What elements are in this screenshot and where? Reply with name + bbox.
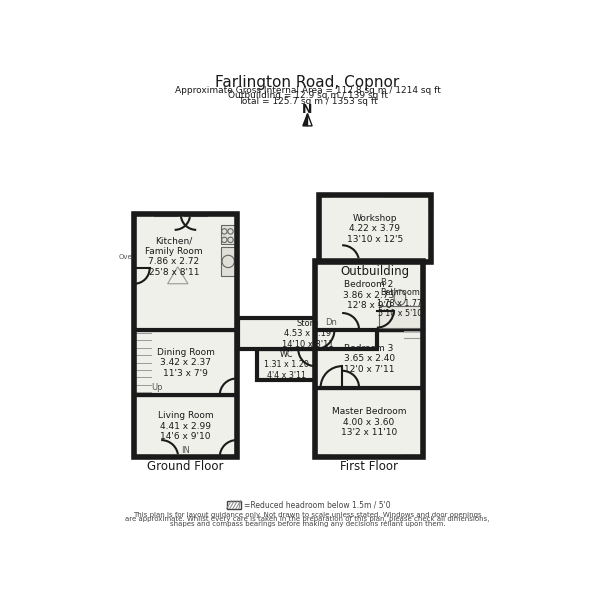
Text: Master Bedroom
4.00 x 3.60
13'2 x 11'10: Master Bedroom 4.00 x 3.60 13'2 x 11'10 [332,407,406,437]
Polygon shape [303,113,308,126]
Text: are approximate. Whilst every care is taken in the preparation of this plan, ple: are approximate. Whilst every care is ta… [125,517,490,523]
Ellipse shape [394,290,406,305]
Bar [134,395,236,457]
Text: Bedroom 2
3.86 x 2.73
12'8 x 9'0: Bedroom 2 3.86 x 2.73 12'8 x 9'0 [343,280,395,310]
Text: Store
4.53 x 1.19
14'10 x 3'11: Store 4.53 x 1.19 14'10 x 3'11 [281,319,334,349]
Bar [319,195,431,262]
Text: Total = 125.7 sq m / 1353 sq ft: Total = 125.7 sq m / 1353 sq ft [238,97,377,106]
Bar [221,225,235,244]
Text: Farlington Road, Copnor: Farlington Road, Copnor [215,75,400,90]
Bar [315,388,423,457]
Text: Up: Up [152,383,163,392]
Bar [319,195,431,262]
Text: First Floor: First Floor [340,460,398,473]
Text: Outbuilding = 12.9 sq m / 139 sq ft: Outbuilding = 12.9 sq m / 139 sq ft [227,91,388,100]
Bar [315,260,423,330]
Text: Ground Floor: Ground Floor [147,460,224,473]
Text: WC
1.31 x 1.20
4'4 x 3'11: WC 1.31 x 1.20 4'4 x 3'11 [264,350,309,380]
Bar [134,330,236,395]
Bar [238,319,377,349]
Text: Bedroom 3
3.65 x 2.40
12'0 x 7'11: Bedroom 3 3.65 x 2.40 12'0 x 7'11 [344,344,395,374]
Bar [227,501,241,509]
Text: Kitchen/
Family Room
7.86 x 2.72
25'8 x 8'11: Kitchen/ Family Room 7.86 x 2.72 25'8 x … [145,236,203,277]
Text: Oven: Oven [119,254,137,260]
Bar [221,247,235,276]
Text: Dining Room
3.42 x 2.37
11'3 x 7'9: Dining Room 3.42 x 2.37 11'3 x 7'9 [157,348,214,377]
Polygon shape [308,113,312,126]
Bar [379,306,421,328]
Text: Approximate Gross Internal Area = 112.8 sq m / 1214 sq ft: Approximate Gross Internal Area = 112.8 … [175,86,440,95]
Text: N: N [302,103,313,116]
Text: shapes and compass bearings before making any decisions reliant upon them.: shapes and compass bearings before makin… [170,521,445,527]
Text: Dn: Dn [325,318,337,327]
Text: B: B [380,278,386,287]
Text: IN: IN [181,446,190,455]
Text: Outbuilding: Outbuilding [340,265,409,278]
Bar [315,330,423,388]
Bar [257,349,315,380]
Text: Workshop
4.22 x 3.79
13'10 x 12'5: Workshop 4.22 x 3.79 13'10 x 12'5 [347,214,403,244]
Text: Living Room
4.41 x 2.99
14'6 x 9'10: Living Room 4.41 x 2.99 14'6 x 9'10 [158,412,213,441]
Bar [134,214,236,330]
Bar [315,260,423,457]
Bar [377,276,423,330]
Text: =Reduced headroom below 1.5m / 5'0: =Reduced headroom below 1.5m / 5'0 [244,500,390,509]
Bar [134,214,236,457]
Text: This plan is for layout guidance only. Not drawn to scale unless stated. Windows: This plan is for layout guidance only. N… [133,512,482,518]
Text: Bathroom
1.78 x 1.77
5'10 x 5'10: Bathroom 1.78 x 1.77 5'10 x 5'10 [377,288,422,318]
